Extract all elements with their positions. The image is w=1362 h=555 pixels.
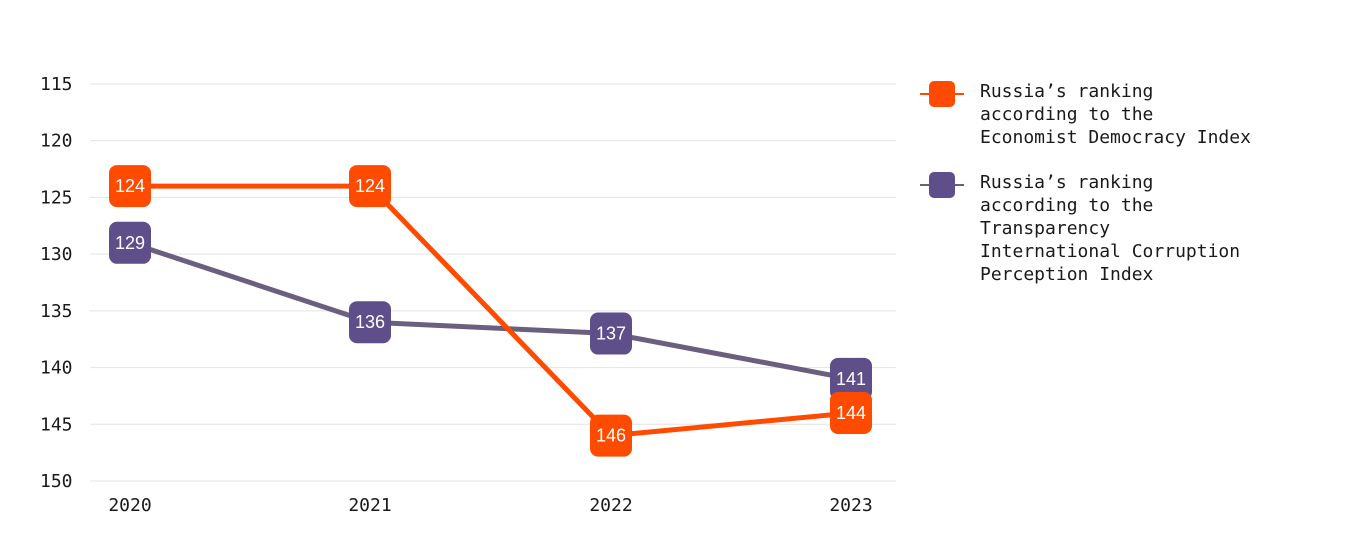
data-label: 129	[115, 233, 145, 253]
legend-item-democracy-index: Russia’s ranking according to the Econom…	[920, 80, 1350, 149]
data-point-marker	[590, 414, 632, 457]
data-point-marker	[590, 312, 632, 355]
legend-square	[929, 172, 955, 198]
data-point-marker	[830, 357, 872, 400]
data-label: 124	[355, 176, 385, 196]
x-tick-label: 2022	[589, 495, 632, 516]
series-line	[130, 183, 852, 439]
data-point-marker	[349, 301, 391, 344]
legend-square	[929, 81, 955, 107]
y-tick-label: 130	[40, 244, 73, 265]
data-point-marker	[349, 165, 391, 208]
y-tick-label: 140	[40, 358, 73, 379]
y-tick-label: 125	[40, 187, 73, 208]
x-tick-label: 2023	[829, 495, 872, 516]
y-tick-label: 150	[40, 471, 73, 492]
y-tick-label: 135	[40, 301, 73, 322]
legend-marker-democracy	[920, 81, 964, 107]
data-label: 124	[115, 176, 145, 196]
series-line	[129, 240, 852, 382]
x-tick-label: 2020	[108, 495, 151, 516]
legend-label-corruption: Russia’s ranking according to the Transp…	[980, 172, 1241, 285]
data-label: 146	[596, 426, 626, 446]
legend-item-corruption-index: Russia’s ranking according to the Transp…	[920, 171, 1350, 286]
legend: Russia’s ranking according to the Econom…	[920, 80, 1350, 308]
y-tick-label: 145	[40, 414, 73, 435]
y-tick-label: 120	[40, 131, 73, 152]
data-point-marker	[830, 391, 872, 434]
data-label: 144	[836, 403, 866, 423]
data-label: 136	[355, 312, 385, 332]
y-tick-label: 115	[40, 74, 73, 95]
data-label: 141	[836, 369, 866, 389]
x-tick-label: 2021	[348, 495, 391, 516]
legend-marker-corruption	[920, 172, 964, 198]
data-point-marker	[109, 221, 151, 264]
data-point-marker	[109, 165, 151, 208]
data-label: 137	[596, 324, 626, 344]
legend-label-democracy: Russia’s ranking according to the Econom…	[980, 81, 1251, 148]
